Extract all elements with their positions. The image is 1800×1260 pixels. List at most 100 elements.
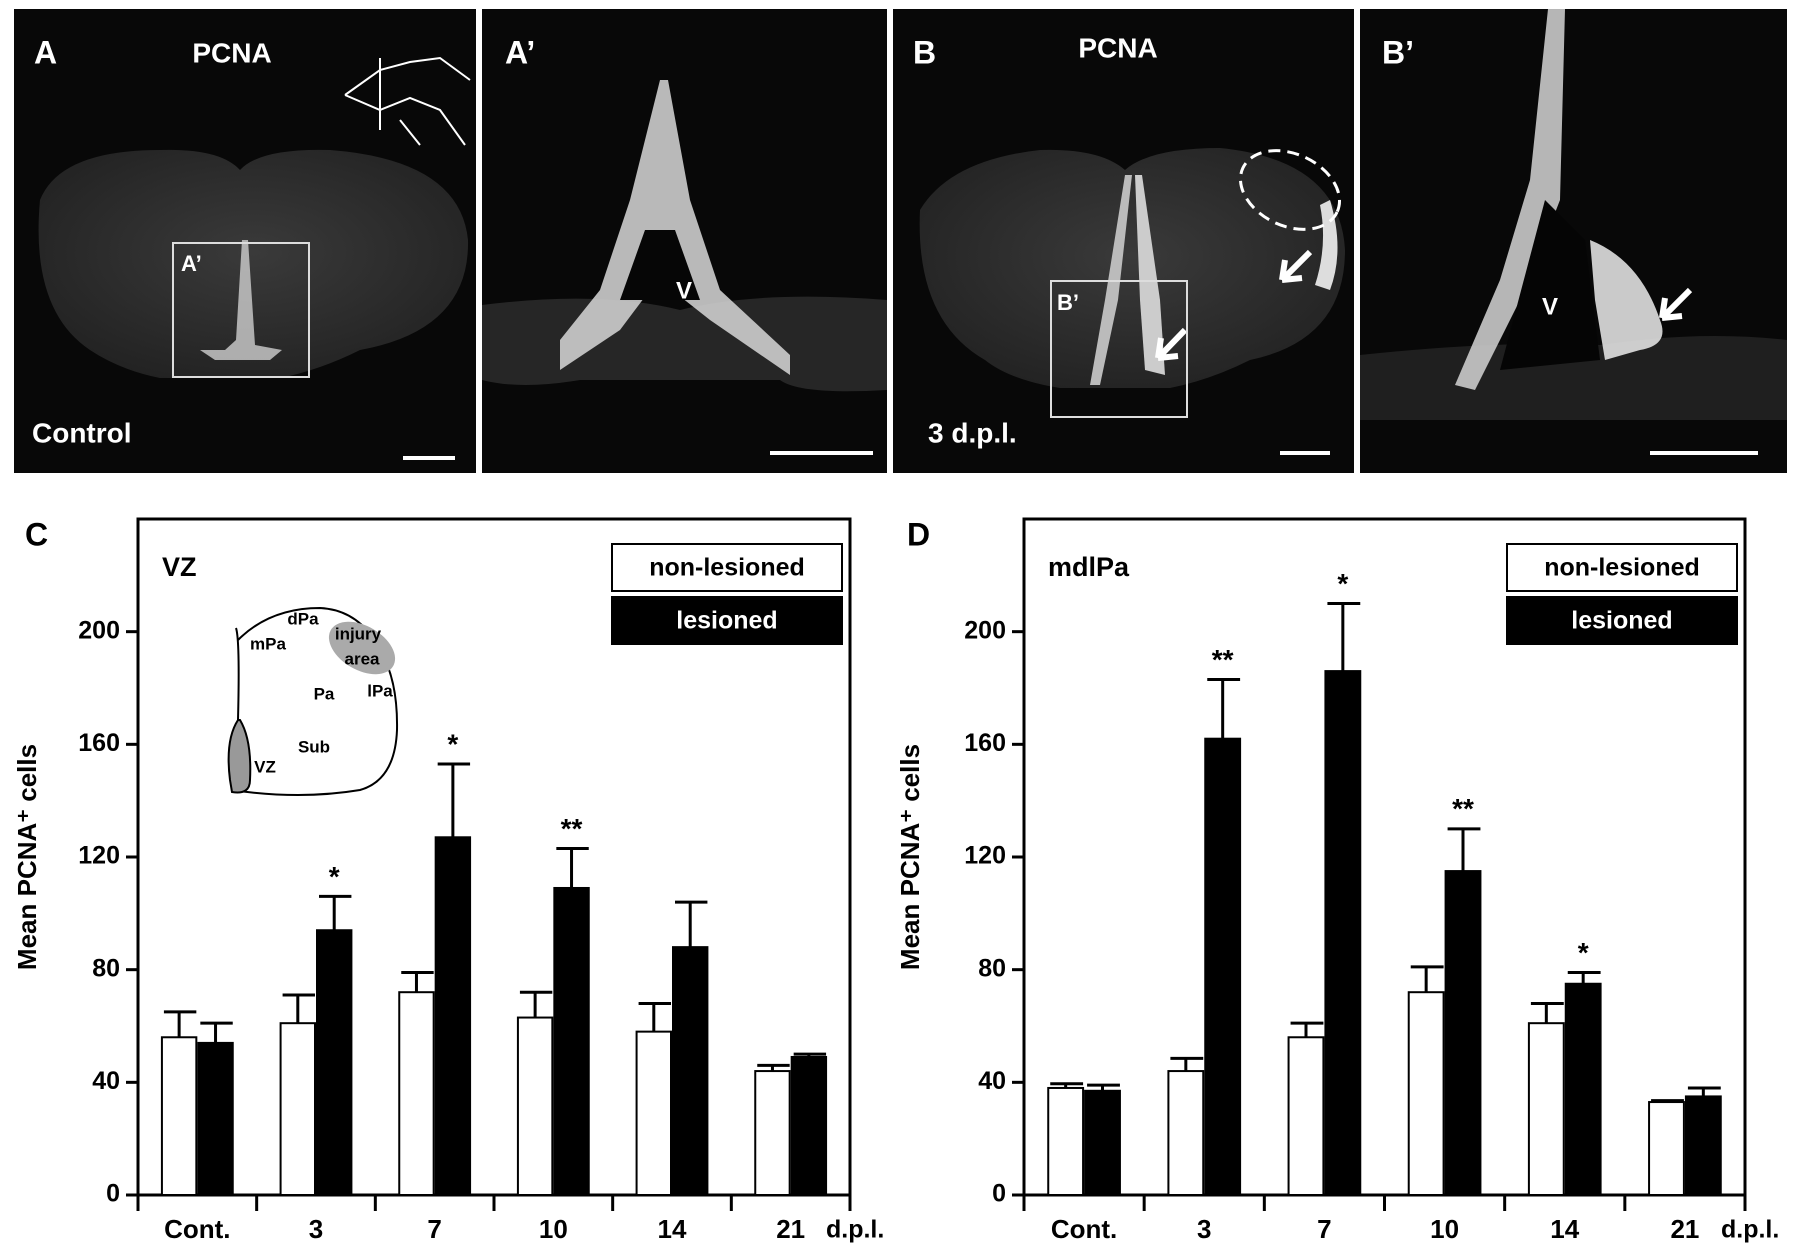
bar — [516, 1016, 554, 1196]
panel-a-prime: A’ V — [482, 9, 887, 473]
bar — [1324, 670, 1362, 1196]
tissue — [38, 149, 469, 378]
y-tick-label: 40 — [978, 1067, 1006, 1095]
inset-box — [172, 242, 310, 378]
injury-area — [328, 621, 396, 675]
x-tick-label: 3 — [1197, 1214, 1211, 1244]
y-tick-label: 200 — [964, 616, 1006, 644]
bar — [754, 1070, 791, 1196]
x-tick-label: 14 — [1550, 1214, 1579, 1244]
x-axis-label: d.p.l. — [826, 1216, 884, 1244]
significance: * — [329, 861, 340, 892]
stained-cells — [560, 80, 790, 375]
y-tick-label: 80 — [92, 954, 120, 982]
inset-label: Sub — [298, 737, 330, 756]
chart-title: mdlPa — [1048, 552, 1130, 582]
bar — [672, 946, 709, 1197]
bar — [1527, 1022, 1565, 1197]
condition-label: Control — [32, 417, 132, 448]
panel-letter: B’ — [1382, 34, 1414, 70]
y-tick-label: 80 — [978, 954, 1006, 982]
ventricle — [1500, 200, 1600, 370]
y-tick-label: 120 — [78, 842, 120, 870]
stained-cells — [1315, 200, 1338, 290]
legend-swatch — [611, 543, 843, 592]
y-tick-label: 160 — [78, 729, 120, 757]
inset-label: mPa — [250, 634, 286, 653]
schematic — [344, 56, 471, 146]
x-tick-label: 14 — [658, 1214, 687, 1244]
x-tick-label: 21 — [776, 1214, 805, 1244]
panel-b: B PCNA 3 d.p.l. B’ — [893, 9, 1354, 473]
stained-cells — [1590, 240, 1663, 360]
arrow — [1279, 249, 1313, 283]
legend-label: lesioned — [676, 607, 777, 635]
bar — [1444, 870, 1482, 1196]
significance: * — [447, 728, 458, 759]
bar — [1684, 1095, 1722, 1196]
inset-label: lPa — [367, 681, 393, 700]
bar — [316, 929, 353, 1196]
significance: ** — [561, 813, 583, 844]
legend-swatch — [611, 596, 843, 645]
inset-label: dPa — [287, 609, 319, 628]
y-axis-label: Mean PCNA⁺ cells — [12, 744, 42, 970]
significance: * — [1578, 937, 1589, 968]
panel-letter: C — [25, 516, 48, 552]
bar — [790, 1055, 828, 1196]
stained-cells — [1455, 9, 1565, 390]
panel-letter: B — [913, 34, 936, 70]
bar — [160, 1036, 198, 1197]
legend-swatch — [1506, 543, 1738, 592]
x-tick-label: 7 — [427, 1214, 441, 1244]
bar — [398, 991, 435, 1197]
bar — [1167, 1070, 1205, 1196]
panel-letter: A’ — [505, 34, 535, 70]
stained-cells — [1135, 175, 1165, 375]
x-tick-label: 7 — [1317, 1214, 1331, 1244]
panel-letter: A — [34, 34, 57, 70]
tissue — [1360, 336, 1787, 420]
significance: ** — [1212, 644, 1234, 675]
y-tick-label: 0 — [106, 1180, 120, 1208]
box-label: B’ — [1057, 290, 1079, 315]
stain-label: PCNA — [192, 37, 271, 68]
bar — [1648, 1101, 1685, 1197]
x-tick-label: 10 — [1430, 1214, 1459, 1244]
condition-label: 3 d.p.l. — [928, 417, 1017, 448]
significance: * — [1337, 568, 1348, 599]
stain-label: PCNA — [1078, 32, 1157, 63]
x-axis-label: d.p.l. — [1721, 1216, 1779, 1244]
legend-swatch — [1506, 596, 1738, 645]
inset-label: area — [345, 649, 381, 668]
panel-letter: D — [907, 516, 930, 552]
x-tick-label: Cont. — [1051, 1214, 1117, 1244]
tissue — [482, 296, 887, 392]
bar — [1204, 737, 1242, 1196]
ventricle-label: V — [676, 277, 692, 304]
bar — [1084, 1089, 1121, 1196]
arrow — [1659, 287, 1693, 321]
y-tick-label: 40 — [92, 1067, 120, 1095]
y-tick-label: 120 — [964, 842, 1006, 870]
ventricle — [620, 230, 700, 300]
bar — [1407, 991, 1445, 1197]
legend-label: non-lesioned — [649, 554, 805, 582]
panel-a: A PCNA Control A’ — [14, 9, 476, 473]
bar — [197, 1041, 234, 1197]
arrow — [1155, 327, 1188, 361]
bar — [1047, 1086, 1085, 1197]
bar — [279, 1022, 317, 1197]
stained-cells — [200, 240, 282, 360]
inset-box — [1050, 280, 1188, 418]
x-tick-label: 21 — [1670, 1214, 1699, 1244]
significance: ** — [1452, 793, 1474, 824]
bar — [434, 836, 472, 1196]
inset-label: Pa — [314, 684, 335, 703]
y-tick-label: 160 — [964, 729, 1006, 757]
box-label: A’ — [181, 251, 202, 276]
tissue — [919, 148, 1345, 388]
y-tick-label: 0 — [992, 1180, 1006, 1208]
legend-label: lesioned — [1571, 607, 1672, 635]
